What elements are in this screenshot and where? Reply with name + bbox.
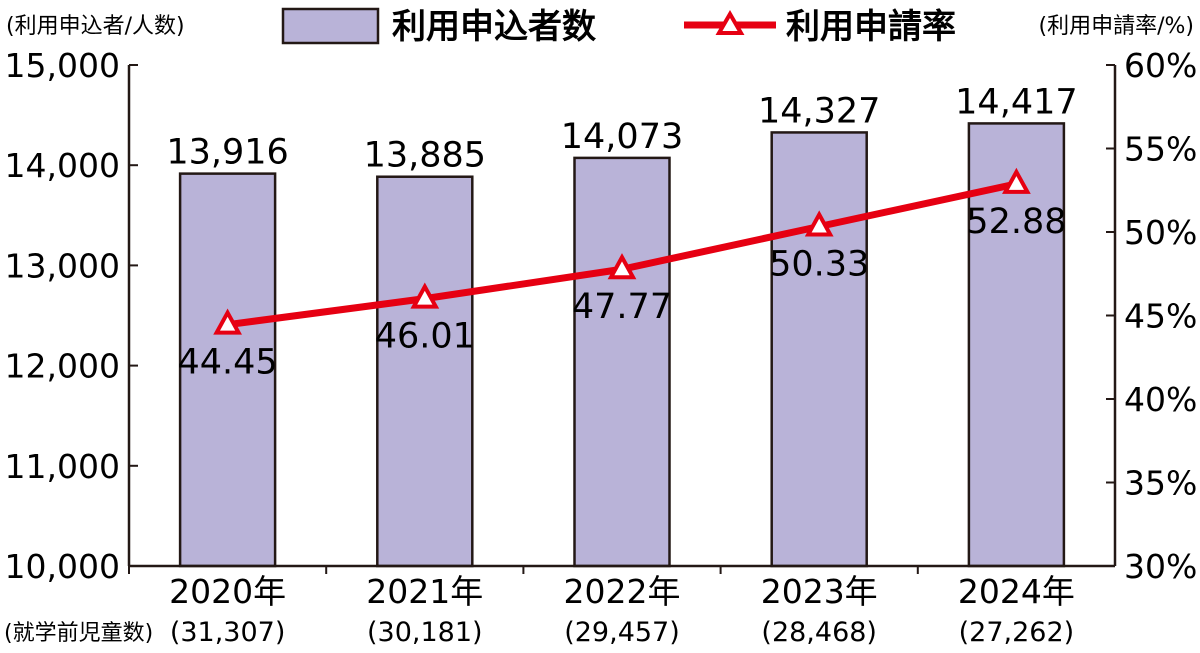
x-category-label: 2022年 [564, 572, 681, 611]
x-sub-category-label: (31,307) [170, 617, 286, 648]
rate-point-triangle [804, 210, 834, 237]
bar-value-label: 14,073 [561, 117, 683, 157]
bar-value-label: 13,885 [364, 136, 486, 176]
rate-value-label: 50.33 [769, 244, 869, 284]
rate-value-label: 47.77 [572, 287, 672, 327]
right-tick-label: 50% [1124, 213, 1197, 252]
bar-value-label: 13,916 [166, 133, 288, 173]
bar-value-label: 14,417 [955, 82, 1077, 122]
rate-value-label: 46.01 [375, 317, 475, 357]
right-tick-label: 35% [1124, 464, 1197, 503]
left-tick-label: 13,000 [5, 246, 120, 285]
right-tick-label: 40% [1124, 380, 1197, 419]
x-sub-category-label: (28,468) [761, 617, 877, 648]
x-axis-sub-label: (就学前児童数) [4, 621, 153, 646]
bar [770, 131, 868, 568]
right-tick-label: 30% [1124, 547, 1197, 586]
x-category-label: 2021年 [366, 572, 483, 611]
rate-value-label: 44.45 [177, 343, 277, 383]
bar [967, 122, 1066, 568]
right-axis-unit: (利用申請率/%) [1039, 14, 1194, 39]
left-tick-label: 14,000 [5, 146, 120, 185]
rate-value-label: 52.88 [966, 202, 1066, 242]
x-category-label: 2023年 [761, 572, 878, 611]
right-tick-label: 55% [1124, 130, 1197, 169]
x-sub-category-label: (30,181) [367, 617, 483, 648]
left-tick-label: 15,000 [5, 46, 120, 85]
legend-triangle-icon [715, 10, 745, 35]
bar-value-label: 14,327 [758, 91, 880, 131]
left-axis-unit: (利用申込者/人数) [6, 14, 185, 39]
legend: 利用申込者数 利用申請率 [281, 7, 956, 47]
bar [376, 175, 474, 568]
x-category-label: 2020年 [169, 572, 286, 611]
x-category-label: 2024年 [958, 572, 1075, 611]
bar [573, 156, 671, 568]
x-sub-category-label: (27,262) [959, 617, 1075, 648]
left-tick-label: 10,000 [5, 547, 120, 586]
rate-point-triangle [607, 253, 637, 280]
legend-bar-swatch [281, 7, 380, 45]
rate-point-triangle [410, 282, 440, 309]
rate-point-triangle [1002, 167, 1031, 194]
rate-point-triangle [213, 308, 242, 335]
x-sub-category-label: (29,457) [564, 617, 680, 648]
left-tick-label: 12,000 [5, 347, 120, 386]
left-tick-label: 11,000 [5, 447, 120, 486]
legend-line-label: 利用申請率 [786, 7, 956, 47]
legend-bar-label: 利用申込者数 [392, 7, 596, 47]
right-tick-label: 60% [1124, 46, 1197, 85]
right-tick-label: 45% [1124, 297, 1197, 336]
